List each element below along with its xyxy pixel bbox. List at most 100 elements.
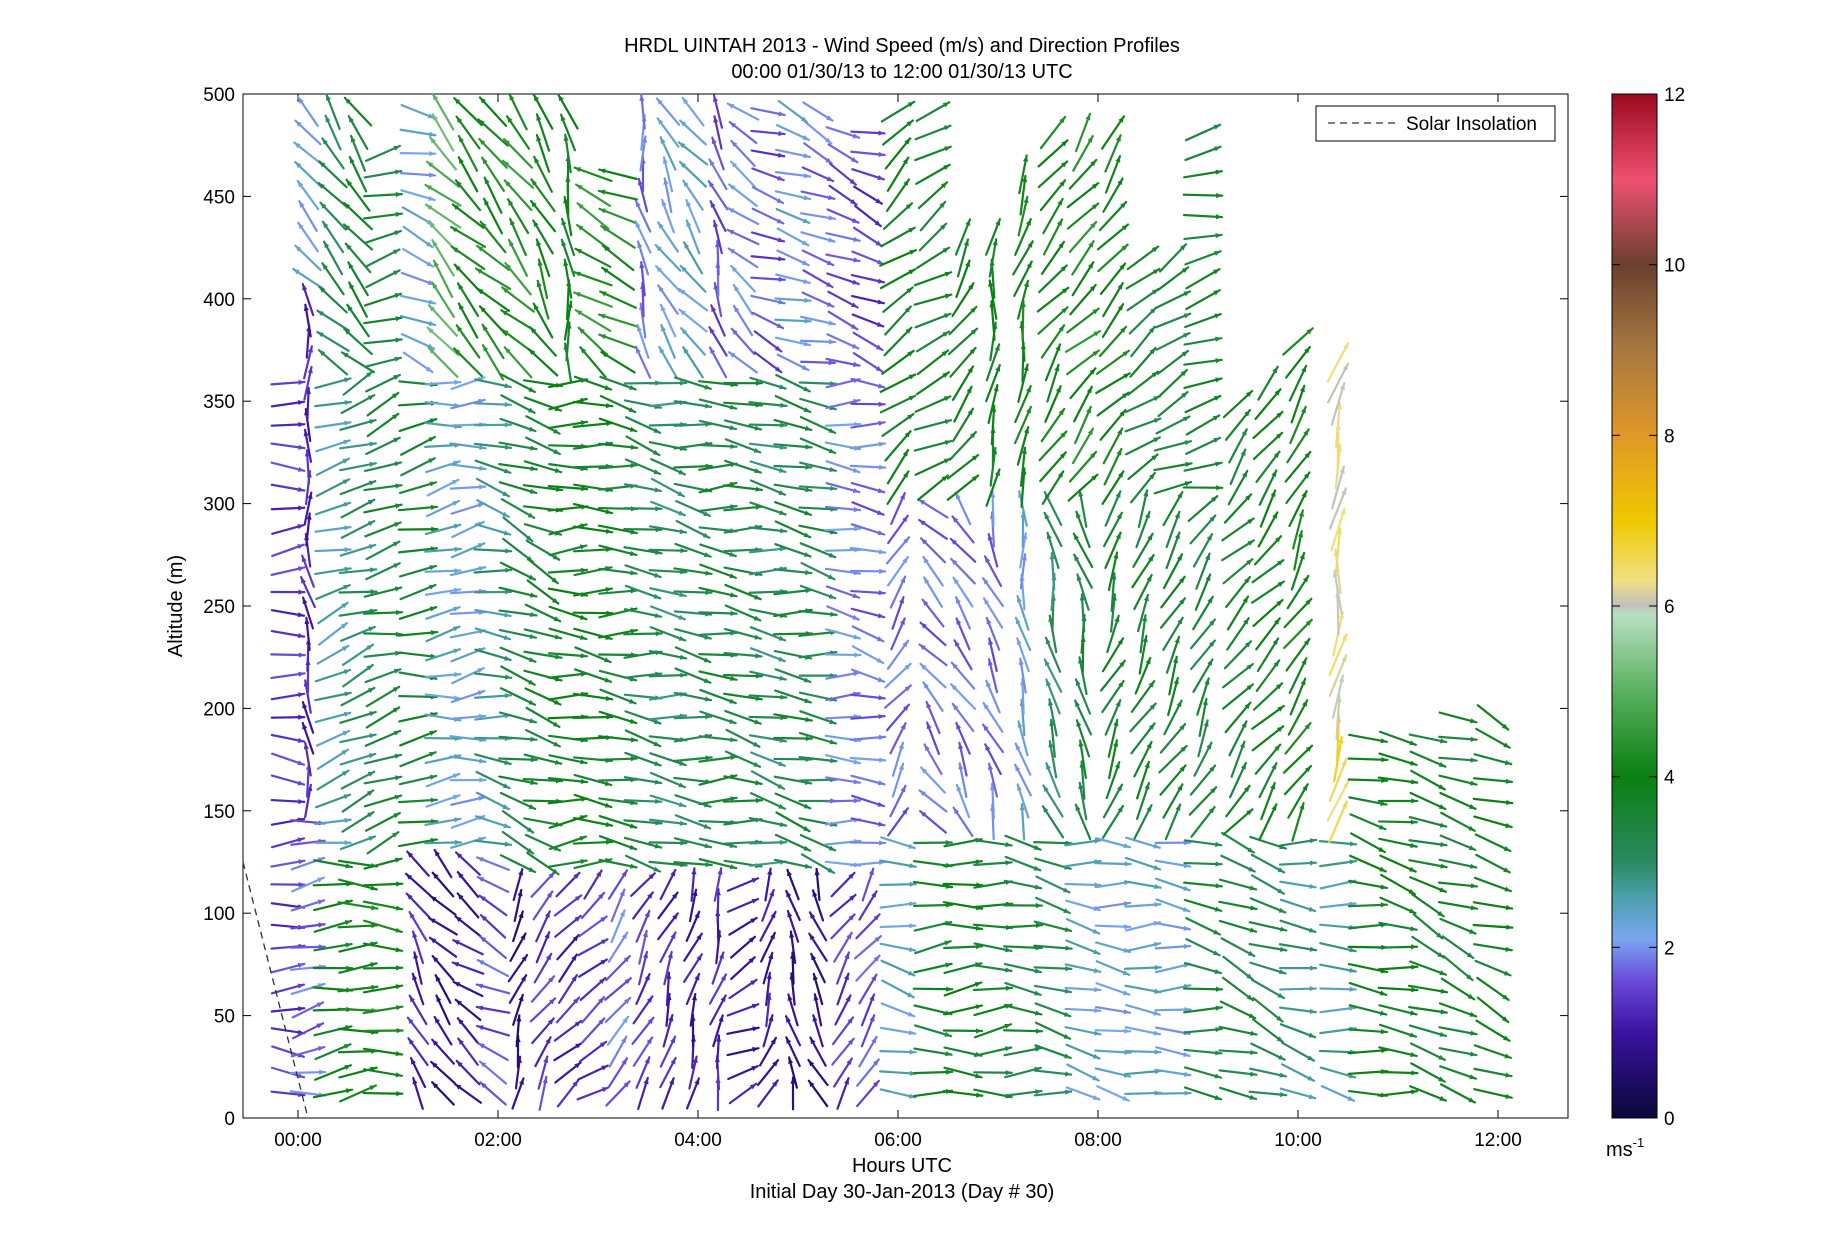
wind-arrow-shaft — [363, 484, 403, 492]
wind-arrow-shaft — [547, 568, 589, 574]
wind-arrow-head — [531, 200, 537, 208]
wind-arrow — [432, 259, 454, 298]
wind-arrow — [563, 258, 573, 299]
wind-arrow-head — [294, 142, 301, 149]
wind-arrow-head — [456, 116, 463, 124]
wind-arrow — [535, 113, 551, 152]
wind-arrow — [473, 442, 513, 450]
wind-arrow-head — [531, 179, 538, 186]
wind-arrow-head — [427, 327, 434, 334]
wind-arrow-shaft — [339, 752, 377, 766]
wind-arrow-head — [395, 947, 402, 953]
wind-arrow — [476, 959, 510, 978]
wind-arrow — [338, 567, 378, 575]
wind-arrow — [313, 859, 353, 869]
wind-arrow-shaft — [565, 321, 571, 362]
wind-arrow-head — [318, 922, 325, 928]
wind-arrow-shaft — [572, 715, 614, 720]
wind-arrow — [430, 1060, 456, 1085]
wind-arrow — [456, 1017, 480, 1045]
wind-arrow — [366, 412, 400, 438]
wind-arrow — [573, 587, 613, 597]
wind-arrow-head — [453, 587, 461, 593]
wind-arrow-head — [600, 916, 607, 923]
wind-arrow — [270, 379, 306, 386]
wind-arrow-head — [396, 1027, 403, 1034]
wind-arrow-shaft — [524, 687, 562, 706]
wind-arrow-head — [572, 935, 579, 942]
wind-arrow-head — [428, 195, 435, 201]
wind-arrow — [424, 693, 462, 701]
wind-arrow-head — [555, 654, 562, 660]
wind-arrow — [433, 1015, 453, 1046]
wind-arrow — [537, 1055, 549, 1090]
wind-arrow-shaft — [455, 115, 481, 150]
wind-arrow-shaft — [340, 519, 376, 539]
wind-arrow — [363, 191, 403, 198]
wind-arrow-head — [456, 852, 463, 859]
wind-arrow-shaft — [450, 245, 486, 271]
wind-arrow — [321, 262, 345, 296]
wind-arrow-shaft — [473, 736, 513, 740]
wind-arrow — [457, 302, 479, 339]
wind-arrow — [363, 461, 403, 473]
wind-arrow-shaft — [398, 798, 438, 804]
wind-arrow-shaft — [532, 93, 554, 130]
wind-arrow-head — [303, 304, 309, 312]
wind-arrow-head — [430, 797, 437, 803]
wind-arrow-head — [393, 730, 401, 736]
wind-arrow-shaft — [499, 687, 537, 706]
wind-arrow-shaft — [547, 777, 589, 784]
wind-arrow-head — [502, 511, 509, 517]
wind-arrow-shaft — [363, 794, 403, 808]
wind-arrow-head — [346, 965, 353, 971]
wind-arrow-head — [395, 483, 402, 489]
wind-arrow — [424, 648, 462, 662]
wind-arrow-head — [367, 771, 375, 777]
wind-arrow — [515, 1014, 522, 1048]
wind-arrow — [553, 1042, 583, 1062]
wind-arrow-shaft — [503, 346, 533, 379]
wind-arrow-head — [510, 218, 515, 226]
wind-arrow-head — [342, 730, 349, 736]
wind-arrow — [454, 851, 482, 876]
wind-arrow-head — [482, 157, 488, 165]
wind-arrow-head — [429, 305, 436, 312]
wind-arrow-head — [476, 1005, 484, 1011]
wind-arrow-head — [324, 241, 330, 249]
wind-arrow-head — [457, 1018, 464, 1025]
wind-arrow — [399, 730, 437, 747]
wind-arrow-head — [345, 942, 352, 948]
wind-arrow — [474, 267, 512, 290]
wind-arrow-head — [342, 458, 350, 464]
wind-arrow-shaft — [363, 316, 403, 325]
wind-arrow-head — [528, 657, 536, 662]
wind-arrow — [300, 576, 316, 609]
wind-arrow — [498, 463, 538, 472]
wind-arrow-head — [406, 873, 413, 880]
wind-arrow-shaft — [523, 753, 563, 765]
wind-arrow — [339, 461, 377, 472]
wind-arrow-head — [342, 479, 350, 485]
y-tick-label: 200 — [203, 699, 235, 720]
wind-arrow-head — [429, 481, 436, 487]
wind-arrow — [424, 672, 462, 679]
wind-arrow-shaft — [536, 279, 550, 320]
wind-arrow — [501, 159, 535, 189]
wind-arrow — [342, 370, 374, 396]
wind-arrow-shaft — [502, 537, 534, 563]
wind-arrow-head — [366, 790, 374, 796]
wind-arrow — [398, 564, 438, 578]
wind-arrow-head — [451, 246, 459, 253]
wind-arrow-shaft — [363, 503, 403, 514]
wind-arrow-shaft — [478, 137, 508, 169]
wind-arrow-head — [553, 449, 560, 455]
wind-arrow-head — [430, 504, 438, 510]
wind-arrow-shaft — [322, 240, 344, 276]
wind-arrow-shaft — [337, 1049, 379, 1054]
wind-arrow-shaft — [343, 96, 373, 127]
wind-arrow-head — [504, 401, 511, 408]
wind-arrow-shaft — [574, 668, 612, 683]
wind-arrow-shaft — [478, 96, 508, 127]
wind-arrow — [301, 701, 315, 734]
